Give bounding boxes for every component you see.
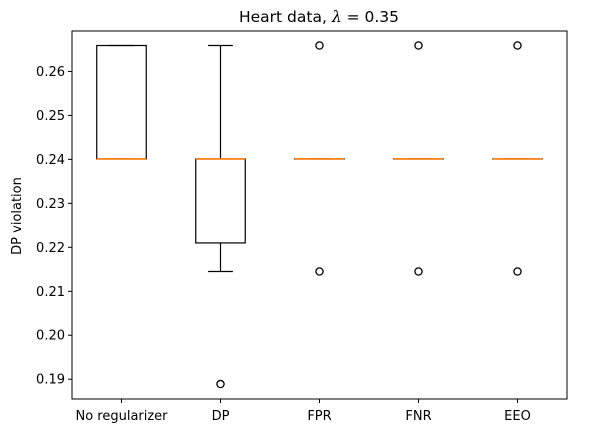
chart-title: Heart data, λ = 0.35 — [239, 8, 399, 26]
y-tick-label: 0.21 — [36, 285, 65, 300]
x-tick-label: FPR — [307, 409, 331, 424]
title-prefix: Heart data, — [239, 8, 332, 26]
y-tick-label: 0.25 — [36, 109, 65, 124]
y-tick-label: 0.23 — [36, 197, 65, 212]
title-suffix: = 0.35 — [342, 8, 399, 26]
flier-point — [513, 267, 522, 276]
flier-point — [513, 41, 522, 50]
x-tick-label: DP — [212, 409, 230, 424]
y-tick-label: 0.26 — [36, 65, 65, 80]
flier-point — [315, 41, 324, 50]
flier-point — [315, 267, 324, 276]
x-tick-label: EEO — [504, 409, 531, 424]
flier-point — [414, 41, 423, 50]
axes-frame — [71, 30, 568, 400]
x-tick-label: FNR — [405, 409, 431, 424]
title-symbol: λ — [331, 8, 342, 26]
y-tick-label: 0.22 — [36, 241, 65, 256]
x-tick-label: No regularizer — [75, 409, 168, 424]
plot-layer: 0.19 0.20 0.21 0.22 0.23 0.24 0.25 0.26 No regul… — [36, 30, 568, 424]
flier-point — [216, 379, 225, 389]
y-tick-label: 0.19 — [36, 373, 65, 388]
flier-point — [414, 267, 423, 276]
y-tick-label: 0.20 — [36, 329, 65, 344]
y-axis-label: DP violation — [10, 177, 25, 255]
y-tick-label: 0.24 — [36, 153, 65, 168]
